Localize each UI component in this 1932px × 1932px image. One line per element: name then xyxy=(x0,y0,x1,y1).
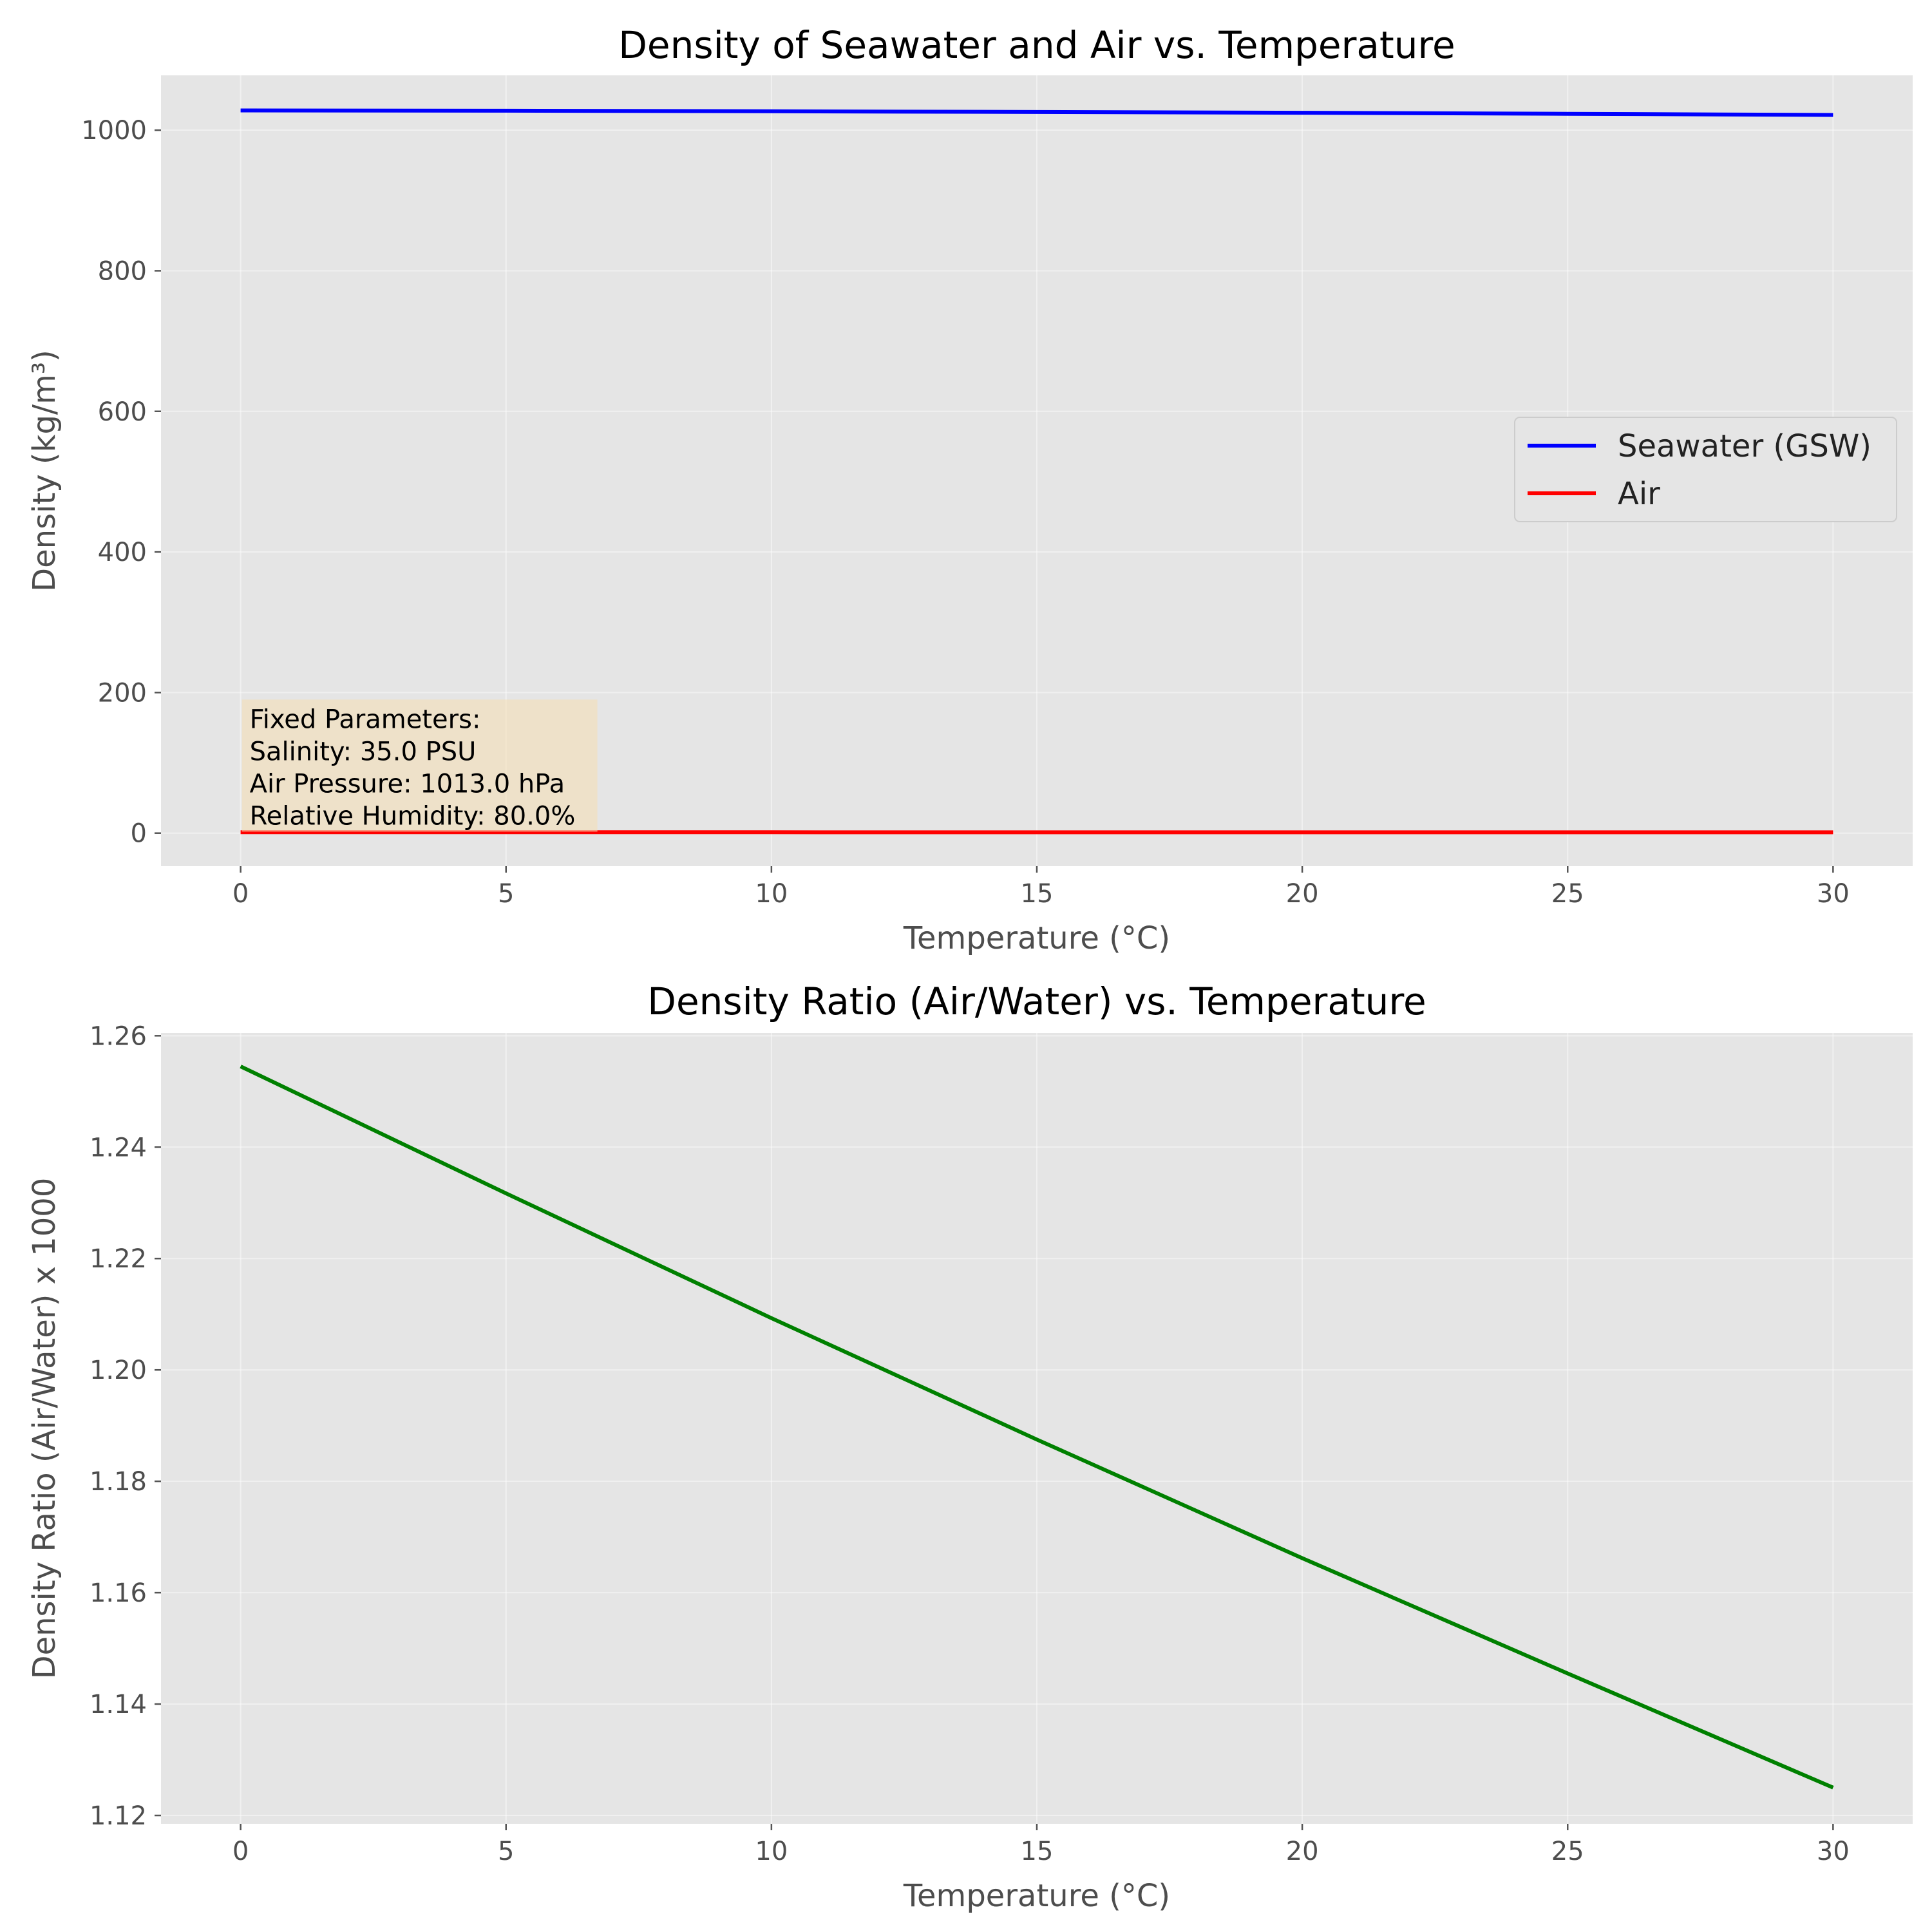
x-tick-label: 30 xyxy=(1817,1837,1850,1866)
annotation-line: Fixed Parameters: xyxy=(250,705,481,734)
y-tick-label: 1.16 xyxy=(90,1578,147,1608)
x-tick-label: 15 xyxy=(1021,879,1054,909)
series-line-seawater-gsw xyxy=(240,108,1833,117)
x-tick-label: 10 xyxy=(755,879,788,909)
x-axis-label: Temperature (°C) xyxy=(903,920,1170,956)
plot-area xyxy=(161,1033,1913,1824)
x-tick-label: 30 xyxy=(1817,879,1850,909)
y-axis-label: Density Ratio (Air/Water) x 1000 xyxy=(26,1178,62,1680)
legend xyxy=(1514,417,1897,522)
annotation-line: Air Pressure: 1013.0 hPa xyxy=(250,769,565,799)
chart-title: Density Ratio (Air/Water) vs. Temperatur… xyxy=(647,980,1426,1023)
legend-label: Seawater (GSW) xyxy=(1618,428,1871,464)
y-tick-label: 1.20 xyxy=(90,1356,147,1385)
y-tick-label: 1.22 xyxy=(90,1244,147,1274)
x-tick-label: 0 xyxy=(232,1837,249,1866)
x-tick-label: 15 xyxy=(1021,1837,1054,1866)
legend-label: Air xyxy=(1618,476,1660,512)
density-chart-panel: 0 5 10 15 20 25 30 0 200 400 600 800 1000 Fixed Param… xyxy=(26,23,1913,956)
y-tick-label: 1.24 xyxy=(90,1133,147,1162)
y-tick-label: 1000 xyxy=(81,116,147,146)
x-tick-label: 20 xyxy=(1286,1837,1319,1866)
y-tick-label: 600 xyxy=(98,397,147,427)
ratio-chart-panel: 0 5 10 15 20 25 30 1.12 1.14 1.16 1.18 1.20 1.22 1.24… xyxy=(26,980,1913,1914)
x-tick-label: 5 xyxy=(498,879,514,909)
annotation-box xyxy=(242,699,598,832)
x-axis-label: Temperature (°C) xyxy=(903,1878,1170,1914)
y-tick-label: 400 xyxy=(98,538,147,567)
annotation-line: Relative Humidity: 80.0% xyxy=(250,801,576,831)
series-line-ratio xyxy=(240,1065,1834,1790)
y-tick-label: 0 xyxy=(131,819,147,849)
x-tick-label: 0 xyxy=(232,879,249,909)
y-tick-label: 1.14 xyxy=(90,1690,147,1719)
x-tick-label: 10 xyxy=(755,1837,788,1866)
y-tick-label: 200 xyxy=(98,678,147,708)
y-tick-label: 800 xyxy=(98,256,147,286)
y-tick-label: 1.12 xyxy=(90,1801,147,1831)
y-tick-label: 1.26 xyxy=(90,1021,147,1051)
annotation-line: Salinity: 35.0 PSU xyxy=(250,737,477,766)
x-tick-label: 20 xyxy=(1286,879,1319,909)
y-axis-label: Density (kg/m³) xyxy=(26,350,62,592)
x-tick-label: 25 xyxy=(1551,1837,1584,1866)
x-tick-label: 5 xyxy=(498,1837,514,1866)
x-tick-label: 25 xyxy=(1551,879,1584,909)
chart-title: Density of Seawater and Air vs. Temperat… xyxy=(618,23,1455,67)
y-tick-label: 1.18 xyxy=(90,1467,147,1497)
